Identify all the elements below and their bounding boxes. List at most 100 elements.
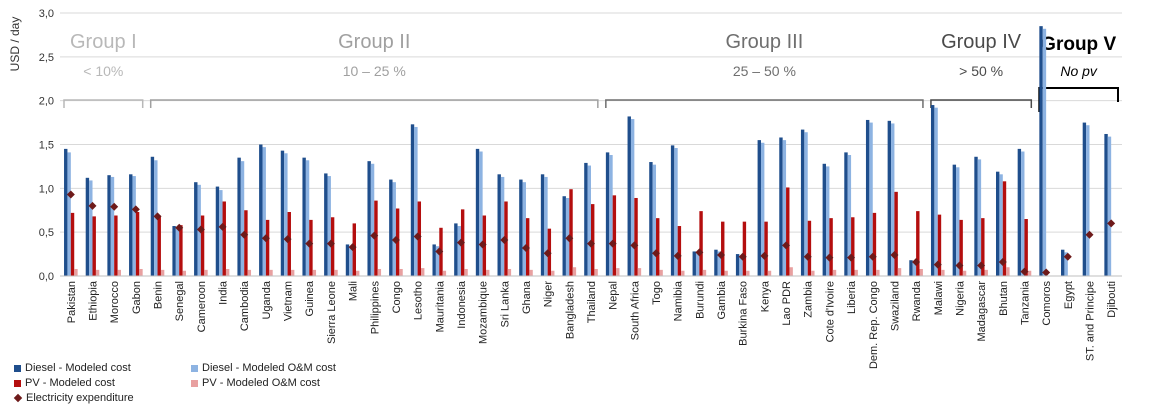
bar-diesel-cost <box>194 182 198 276</box>
expenditure-marker <box>88 201 97 210</box>
group-title: Group IV <box>941 31 1022 53</box>
bar-diesel-om <box>934 107 938 277</box>
legend-item-expenditure: Electricity expenditure <box>13 392 134 404</box>
bar-diesel-cost <box>1017 148 1022 276</box>
x-tick-label: Tanzania <box>1019 280 1031 325</box>
bar-pv-om <box>334 269 338 276</box>
bar-pv-cost <box>569 189 573 276</box>
group-title: Group I <box>70 31 137 53</box>
x-tick-label: Bhutan <box>998 281 1010 316</box>
expenditure-marker <box>66 190 75 199</box>
bar-diesel-cost <box>995 171 1000 276</box>
legend-swatch <box>14 379 21 387</box>
expenditure-marker <box>283 235 292 244</box>
bar-pv-om <box>160 269 165 276</box>
expenditure-marker <box>608 239 617 248</box>
x-tick-label: Kenya <box>759 280 771 312</box>
bar-pv-cost <box>157 215 161 276</box>
bar-pv-cost <box>721 221 725 276</box>
bar-diesel-cost <box>1039 26 1043 277</box>
bar-pv-cost <box>829 218 833 276</box>
bar-pv-cost <box>937 214 942 276</box>
x-tick-label: Rwanda <box>911 280 923 321</box>
x-tick-label: Cambodia <box>239 280 251 331</box>
bar-pv-cost <box>959 219 963 276</box>
bar-pv-cost <box>114 215 118 276</box>
expenditure-marker <box>695 248 704 257</box>
expenditure-marker <box>782 241 791 250</box>
x-tick-label: Uganda <box>261 280 273 319</box>
bar-pv-om <box>659 269 663 276</box>
bar-diesel-om <box>110 176 115 276</box>
bar-pv-cost <box>894 191 898 276</box>
y-tick-label: 1,5 <box>39 140 54 152</box>
bar-pv-cost <box>265 219 270 276</box>
bar-pv-om <box>290 269 295 276</box>
bar-diesel-cost <box>280 150 285 276</box>
bar-diesel-cost <box>324 173 328 276</box>
x-tick-label: Djibouti <box>1106 281 1118 318</box>
bar-diesel-om <box>240 161 245 276</box>
x-tick-label: Cameroon <box>196 281 208 332</box>
bar-pv-om <box>399 268 403 276</box>
bar-diesel-cost <box>475 148 480 276</box>
bar-diesel-om <box>977 159 982 276</box>
bar-pv-om <box>74 268 78 276</box>
bar-diesel-om <box>804 132 808 276</box>
bar-diesel-om <box>392 182 396 276</box>
bar-diesel-om <box>370 163 375 276</box>
bar-diesel-cost <box>432 244 436 276</box>
bar-pv-cost <box>1024 219 1028 276</box>
bar-diesel-cost <box>735 254 740 276</box>
x-tick-labels: Pakistan Ethiopia Morocco Gabon Benin Senegal… <box>66 280 1118 369</box>
group-range: 25 – 50 % <box>733 63 796 79</box>
bar-pv-om <box>225 268 230 276</box>
bar-diesel-cost <box>85 177 90 276</box>
bar-pv-cost <box>981 218 985 276</box>
x-tick-label: Guinea <box>304 280 316 316</box>
bar-diesel-cost <box>930 105 935 276</box>
expenditure-marker <box>717 250 726 259</box>
bar-diesel-om <box>652 164 657 276</box>
bar-diesel-cost <box>909 260 913 276</box>
x-tick-label: Sri Lanka <box>499 280 511 327</box>
bar-diesel-cost <box>540 174 545 276</box>
bar-pv-om <box>984 269 988 276</box>
x-tick-label: Malawi <box>933 281 945 315</box>
bar-diesel-om <box>544 176 548 276</box>
expenditure-marker <box>435 247 444 256</box>
bar-pv-om <box>507 268 512 276</box>
bar-pv-om <box>789 267 793 276</box>
expenditure-marker <box>977 261 986 270</box>
group-range: > 50 % <box>959 63 1003 79</box>
bar-diesel-cost <box>259 144 263 276</box>
bar-diesel-om <box>414 126 418 276</box>
bar-pv-om <box>529 269 533 276</box>
legend-label: PV - Modeled cost <box>25 377 115 389</box>
x-tick-label: Senegal <box>174 281 186 321</box>
bar-diesel-om <box>175 227 180 276</box>
legend-label: PV - Modeled O&M cost <box>202 377 320 389</box>
bar-diesel-om <box>869 122 873 276</box>
bar-diesel-cost <box>822 163 827 276</box>
legend-swatch <box>191 379 198 387</box>
bar-pv-om <box>204 269 208 276</box>
bar-pv-cost <box>374 200 378 276</box>
bar-pv-om <box>551 270 555 276</box>
expenditure-marker <box>890 250 899 259</box>
bar-diesel-cost <box>1061 249 1065 276</box>
bar-diesel-om <box>1064 252 1068 276</box>
expenditure-marker <box>500 236 509 245</box>
x-tick-label: Thailand <box>586 281 598 323</box>
bar-diesel-cost <box>865 119 870 276</box>
bar-pv-cost <box>70 212 75 276</box>
bar-pv-om <box>139 268 143 276</box>
group-title: Group III <box>725 31 803 53</box>
bar-pv-om <box>355 270 360 276</box>
bar-pv-om <box>182 270 187 276</box>
bar-diesel-cost <box>150 156 155 276</box>
bar-pv-cost <box>916 211 920 276</box>
group-brackets: Group I < 10% Group II 10 – 25 % Group III 25… <box>63 31 1119 112</box>
bar-pv-om <box>117 269 121 276</box>
